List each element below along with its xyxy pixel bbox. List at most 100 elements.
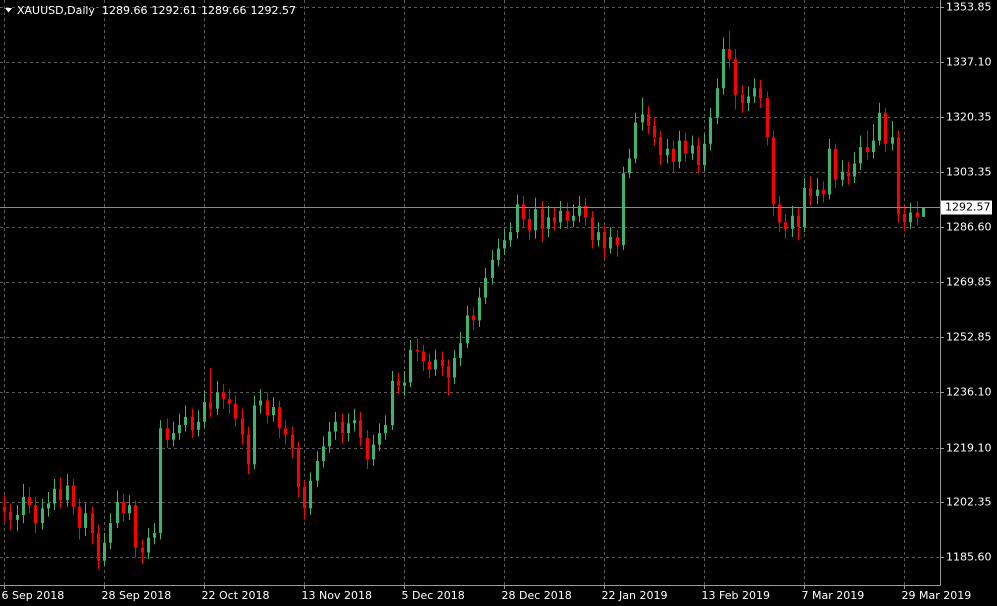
candle-body: [184, 416, 187, 426]
last-high: 1292.61: [151, 4, 197, 17]
candle-body: [609, 236, 612, 249]
candle-body: [634, 122, 637, 159]
candle-body: [284, 428, 287, 435]
candle-body: [866, 147, 869, 152]
y-tick-label: 1303.35: [946, 166, 992, 179]
candle-body: [841, 171, 844, 180]
candle-body: [891, 137, 894, 144]
x-tick-label: 29 Mar 2019: [902, 589, 972, 602]
x-tick-label: 22 Oct 2018: [202, 589, 270, 602]
candle-body: [766, 98, 769, 138]
candle-body: [772, 137, 775, 205]
candle-body: [9, 511, 12, 520]
last-close: 1292.57: [250, 4, 296, 17]
y-tick-label: 1353.85: [946, 1, 992, 14]
candle-body: [216, 392, 219, 409]
candle-body: [172, 433, 175, 440]
candle-body: [384, 425, 387, 434]
candle-body: [434, 359, 437, 370]
y-tick-label: 1286.60: [946, 221, 992, 234]
candle-body: [134, 505, 137, 548]
candle-body: [428, 361, 431, 370]
candle-body: [353, 420, 356, 424]
candle-body: [734, 58, 737, 95]
candle-body: [197, 421, 200, 430]
candle-body: [53, 488, 56, 504]
candle-body: [884, 112, 887, 144]
candle-body: [466, 315, 469, 344]
y-tick-label: 1219.10: [946, 442, 992, 455]
x-tick-label: 5 Dec 2018: [402, 589, 465, 602]
candle-body: [241, 418, 244, 435]
candle-body: [247, 434, 250, 465]
candle-body: [141, 547, 144, 553]
candle-body: [178, 425, 181, 434]
y-tick-label: 1185.60: [946, 551, 992, 564]
candle-body: [16, 514, 19, 520]
candle-body: [366, 438, 369, 460]
y-tick-label: 1202.35: [946, 496, 992, 509]
candle-body: [591, 217, 594, 241]
y-tick-label: 1236.10: [946, 386, 992, 399]
candle-body: [809, 187, 812, 197]
candle-body: [91, 513, 94, 533]
candle-body: [847, 171, 850, 177]
y-tick-label: 1252.85: [946, 331, 992, 344]
candle-body: [628, 158, 631, 174]
candle-body: [416, 349, 419, 352]
candle-body: [559, 210, 562, 223]
x-tick-label: 22 Jan 2019: [602, 589, 668, 602]
candle-body: [916, 212, 919, 217]
candle-body: [84, 513, 87, 529]
candle-body: [278, 407, 281, 429]
candle-body: [541, 209, 544, 229]
candle-body: [403, 382, 406, 386]
candle-body: [459, 343, 462, 358]
candle-body: [653, 125, 656, 138]
candle-body: [322, 446, 325, 461]
candle-body: [853, 163, 856, 177]
candle-body: [441, 359, 444, 367]
candle-body: [72, 485, 75, 507]
candle-body: [41, 508, 44, 524]
candle-body: [234, 403, 237, 419]
candle-body: [347, 423, 350, 434]
candle-body: [716, 88, 719, 118]
candle-body: [678, 140, 681, 162]
candle-body: [516, 204, 519, 233]
candle-body: [453, 357, 456, 378]
candle-body: [166, 428, 169, 440]
candle-body: [672, 148, 675, 162]
candle-body: [578, 205, 581, 216]
candle-body: [616, 236, 619, 246]
candle-body: [759, 88, 762, 99]
candle-body: [472, 315, 475, 321]
candle-body: [222, 392, 225, 399]
candle-body: [834, 148, 837, 180]
candle-body: [922, 207, 925, 217]
candle-body: [159, 428, 162, 533]
candle-body: [303, 487, 306, 509]
candle-body: [903, 214, 906, 223]
candle-body: [503, 240, 506, 249]
candle-body: [266, 400, 269, 416]
candle-body: [497, 248, 500, 260]
candle-body: [753, 88, 756, 97]
candle-body: [872, 140, 875, 152]
candle-body: [478, 297, 481, 321]
candle-body: [153, 532, 156, 538]
candle-body: [447, 366, 450, 378]
last-price-box: [941, 200, 992, 215]
candle-body: [509, 232, 512, 241]
candle-body: [97, 532, 100, 561]
candle-body: [359, 420, 362, 439]
menu-triangle[interactable]: [5, 8, 12, 13]
candle-body: [822, 189, 825, 195]
candle-body: [709, 117, 712, 144]
x-tick-label: 13 Feb 2019: [702, 589, 770, 602]
candle-body: [103, 542, 106, 561]
candle-body: [316, 460, 319, 481]
candle-body: [528, 219, 531, 231]
grid: [0, 0, 940, 585]
